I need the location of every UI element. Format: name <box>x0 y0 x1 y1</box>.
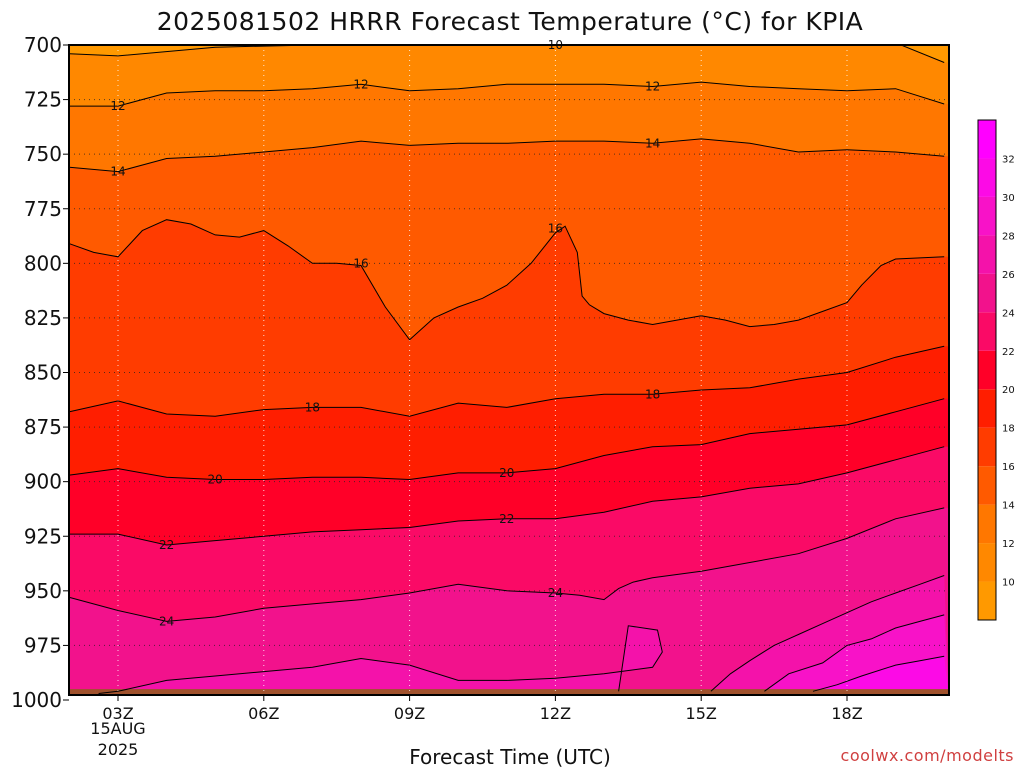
contour-line-26 <box>98 625 663 694</box>
x-tick-label: 09Z <box>394 704 425 723</box>
colorbar-swatch <box>978 350 996 390</box>
temp-band-24 <box>69 507 949 695</box>
contour-label: 18 <box>645 387 660 401</box>
contour-line-20 <box>69 398 945 481</box>
contour-line-22 <box>69 446 945 546</box>
colorbar-swatch <box>978 389 996 428</box>
colorbar-tick-label: 14 <box>1002 501 1015 512</box>
contour-label: 12 <box>110 99 125 113</box>
contour-label: 14 <box>110 165 125 179</box>
y-tick-label: 900 <box>24 470 62 494</box>
contour-label: 18 <box>305 400 320 414</box>
colorbar-tick-label: 22 <box>1002 347 1015 358</box>
contour-label: 20 <box>208 472 223 486</box>
watermark: coolwx.com/modelts <box>841 746 1014 765</box>
x-tick-label: 15Z <box>686 704 717 723</box>
colorbar-tick-label: 30 <box>1002 193 1015 204</box>
colorbar-tick-label: 12 <box>1002 539 1015 550</box>
colorbar-tick-label: 24 <box>1002 308 1015 319</box>
ground-rect <box>69 689 949 695</box>
x-axis: 03Z 06Z 09Z 12Z 15Z 18Z <box>102 695 863 723</box>
contour-line-18 <box>69 345 945 417</box>
colorbar-tick-label: 20 <box>1002 385 1015 396</box>
contour-line-30 <box>812 655 945 692</box>
contour-label: 24 <box>159 614 174 628</box>
colorbar-swatch <box>978 581 996 620</box>
contour-line-26 <box>710 575 945 692</box>
colorbar-swatch <box>978 273 996 313</box>
y-tick-label: 975 <box>24 633 62 657</box>
y-tick-label: 825 <box>24 306 62 330</box>
y-tick-label: 700 <box>24 33 62 57</box>
chart-title: 2025081502 HRRR Forecast Temperature (°C… <box>157 7 864 36</box>
colorbar-swatch <box>978 235 996 274</box>
x-date-year: 2025 <box>98 740 139 759</box>
colorbar-tick-label: 16 <box>1002 462 1015 473</box>
colorbar-swatch <box>978 466 996 505</box>
colorbar-swatch <box>978 120 996 159</box>
contour-line-12 <box>69 81 945 107</box>
contour-label: 24 <box>548 586 563 600</box>
x-tick-label: 12Z <box>540 704 571 723</box>
plot-frame <box>68 44 950 696</box>
colorbar-swatch <box>978 196 996 236</box>
contour-label: 22 <box>159 538 174 552</box>
x-tick-label: 18Z <box>831 704 862 723</box>
colorbar-swatch <box>978 312 996 351</box>
x-date-day: 15AUG <box>90 719 145 738</box>
y-tick-label: 875 <box>24 415 62 439</box>
temp-band-26 <box>98 625 663 695</box>
y-tick-label: 775 <box>24 197 62 221</box>
contour-line-14 <box>69 138 945 173</box>
y-tick-label: 800 <box>24 251 62 275</box>
colorbar-tick-label: 26 <box>1002 270 1015 281</box>
contour-label: 16 <box>353 256 368 270</box>
colorbar-tick-label: 10 <box>1002 578 1015 589</box>
y-tick-label: 950 <box>24 579 62 603</box>
temperature-fill <box>69 45 949 695</box>
contour-line-24 <box>69 507 945 622</box>
colorbar-frame <box>977 119 997 621</box>
colorbar-swatch <box>978 504 996 544</box>
contour-line-28 <box>764 614 945 692</box>
y-tick-label: 1000 <box>11 688 62 712</box>
contour-label: 20 <box>499 466 514 480</box>
colorbar-swatch <box>978 158 996 197</box>
y-tick-label: 725 <box>24 88 62 112</box>
colorbar-tick-label: 18 <box>1002 424 1015 435</box>
contour-label: 14 <box>645 136 660 150</box>
x-tick-label: 06Z <box>248 704 279 723</box>
colorbar-tick-label: 28 <box>1002 231 1015 242</box>
y-axis: 700 725 750 775 800 825 850 875 900 925 950 975 1000 <box>11 33 69 712</box>
contour-label: 22 <box>499 512 514 526</box>
colorbar: 10 12 14 16 18 20 22 24 26 28 30 32 <box>977 119 1015 621</box>
y-tick-label: 750 <box>24 142 62 166</box>
colorbar-swatch <box>978 427 996 467</box>
y-tick-label: 925 <box>24 524 62 548</box>
contour-label: 16 <box>548 221 563 235</box>
ground-layer <box>69 689 949 695</box>
contour-line-10 <box>69 45 945 63</box>
x-axis-label: Forecast Time (UTC) <box>409 745 611 768</box>
colorbar-tick-label: 32 <box>1002 154 1015 165</box>
colorbar-swatch <box>978 543 996 582</box>
contour-label: 12 <box>353 77 368 91</box>
contour-lines <box>69 45 945 694</box>
contour-line-16 <box>69 219 945 341</box>
contour-label: 12 <box>645 79 660 93</box>
y-tick-label: 850 <box>24 361 62 385</box>
x-tick-label: 03Z <box>102 704 133 723</box>
